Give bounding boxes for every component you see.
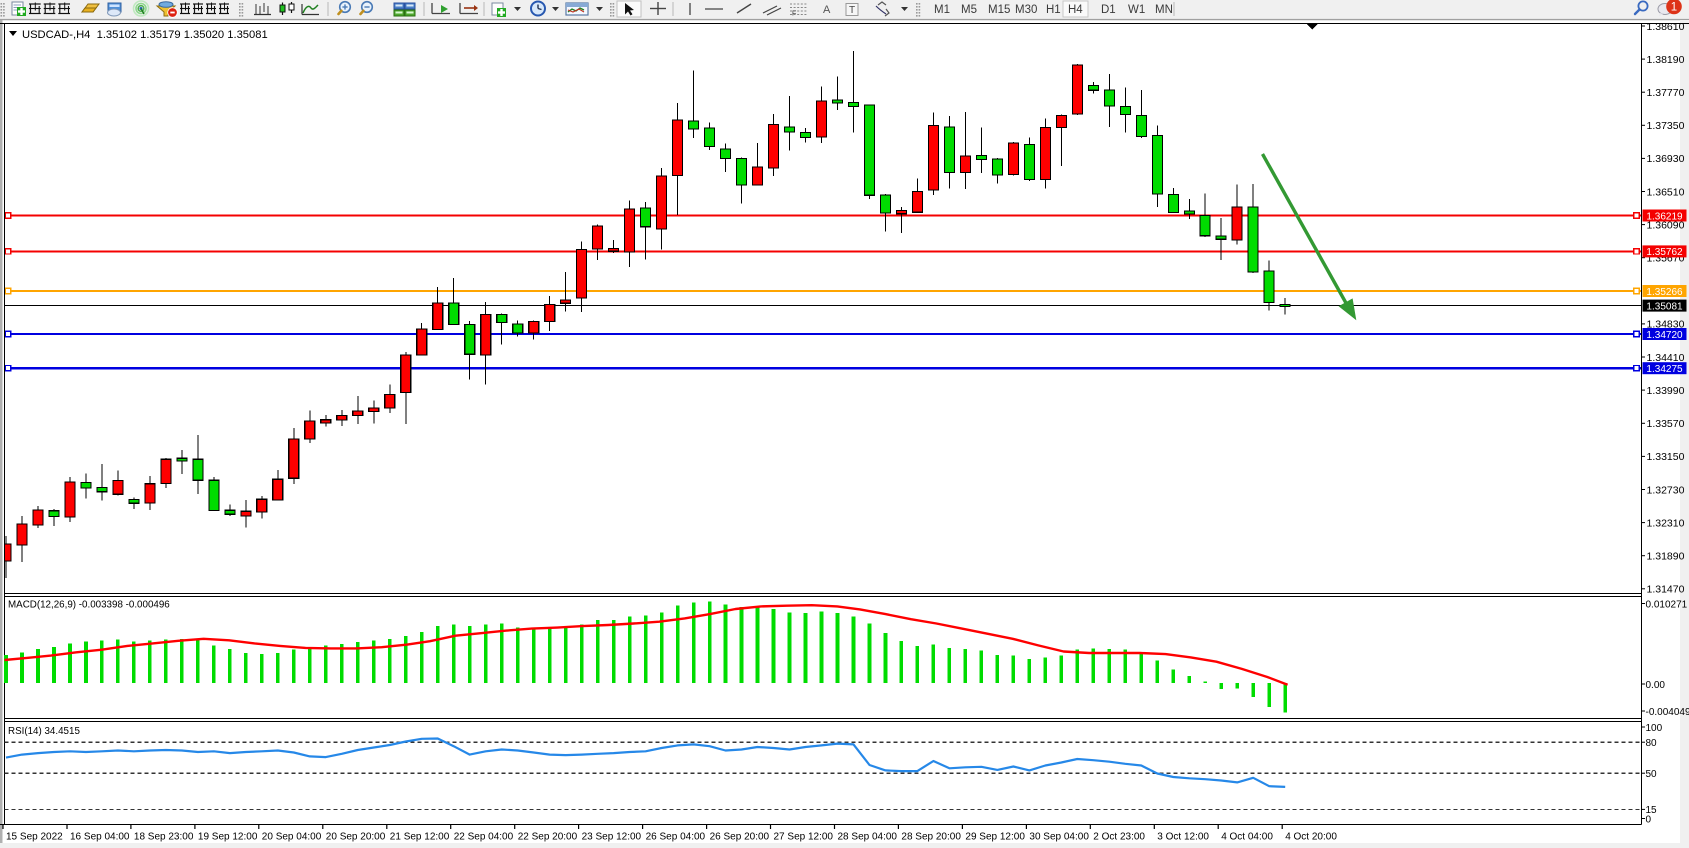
svg-text:T: T bbox=[849, 5, 855, 16]
svg-text:26 Sep 20:00: 26 Sep 20:00 bbox=[710, 831, 770, 842]
svg-text:28 Sep 04:00: 28 Sep 04:00 bbox=[838, 831, 898, 842]
svg-text:20 Sep 20:00: 20 Sep 20:00 bbox=[326, 831, 386, 842]
svg-text:19 Sep 12:00: 19 Sep 12:00 bbox=[198, 831, 258, 842]
svg-text:1.36930: 1.36930 bbox=[1647, 153, 1685, 165]
svg-text:1.37770: 1.37770 bbox=[1647, 87, 1685, 99]
svg-text:1.35266: 1.35266 bbox=[1646, 287, 1683, 298]
svg-text:A: A bbox=[823, 4, 831, 16]
svg-text:4 Oct 20:00: 4 Oct 20:00 bbox=[1285, 831, 1337, 842]
svg-text:W1: W1 bbox=[1128, 4, 1145, 16]
svg-text:1.34275: 1.34275 bbox=[1646, 364, 1683, 375]
svg-text:30 Sep 04:00: 30 Sep 04:00 bbox=[1029, 831, 1089, 842]
svg-text:0: 0 bbox=[1646, 814, 1652, 825]
svg-text:1.37350: 1.37350 bbox=[1647, 120, 1685, 132]
svg-text:-0.004049: -0.004049 bbox=[1646, 707, 1689, 718]
svg-text:MN: MN bbox=[1155, 4, 1173, 16]
svg-text:1.34410: 1.34410 bbox=[1647, 352, 1685, 364]
svg-text:0.00: 0.00 bbox=[1646, 680, 1666, 691]
svg-text:3 Oct 12:00: 3 Oct 12:00 bbox=[1157, 831, 1209, 842]
svg-text:18 Sep 23:00: 18 Sep 23:00 bbox=[134, 831, 194, 842]
svg-text:1.36219: 1.36219 bbox=[1646, 211, 1683, 222]
svg-text:H4: H4 bbox=[1068, 4, 1083, 16]
svg-text:H1: H1 bbox=[1046, 4, 1061, 16]
svg-text:15 Sep 2022: 15 Sep 2022 bbox=[6, 831, 63, 842]
svg-text:M1: M1 bbox=[934, 4, 950, 16]
svg-text:1.35081: 1.35081 bbox=[1646, 301, 1683, 312]
svg-text:20 Sep 04:00: 20 Sep 04:00 bbox=[262, 831, 322, 842]
svg-text:28 Sep 20:00: 28 Sep 20:00 bbox=[901, 831, 961, 842]
svg-text:1.32730: 1.32730 bbox=[1647, 484, 1685, 496]
svg-text:USDCAD-,H4 1.35102 1.35179 1.: USDCAD-,H4 1.35102 1.35179 1.35020 1.350… bbox=[22, 29, 268, 41]
svg-text:1.38610: 1.38610 bbox=[1647, 21, 1685, 33]
svg-text:22 Sep 20:00: 22 Sep 20:00 bbox=[518, 831, 578, 842]
svg-text:16 Sep 04:00: 16 Sep 04:00 bbox=[70, 831, 130, 842]
svg-text:2 Oct 23:00: 2 Oct 23:00 bbox=[1093, 831, 1145, 842]
svg-text:29 Sep 12:00: 29 Sep 12:00 bbox=[965, 831, 1025, 842]
svg-text:1.34720: 1.34720 bbox=[1646, 330, 1683, 341]
svg-text:D1: D1 bbox=[1101, 4, 1116, 16]
svg-text:1.32310: 1.32310 bbox=[1647, 517, 1685, 529]
svg-text:1.33990: 1.33990 bbox=[1647, 385, 1685, 397]
svg-text:1.35762: 1.35762 bbox=[1646, 247, 1683, 258]
svg-text:21 Sep 12:00: 21 Sep 12:00 bbox=[390, 831, 450, 842]
svg-text:1.31470: 1.31470 bbox=[1647, 584, 1685, 596]
svg-text:26 Sep 04:00: 26 Sep 04:00 bbox=[646, 831, 706, 842]
svg-text:1.36090: 1.36090 bbox=[1647, 219, 1685, 231]
svg-text:80: 80 bbox=[1646, 738, 1658, 749]
svg-text:1.36510: 1.36510 bbox=[1647, 186, 1685, 198]
svg-text:RSI(14) 34.4515: RSI(14) 34.4515 bbox=[8, 726, 80, 737]
svg-text:50: 50 bbox=[1646, 769, 1658, 780]
svg-text:MACD(12,26,9) -0.003398 -0.000: MACD(12,26,9) -0.003398 -0.000496 bbox=[8, 599, 170, 610]
svg-text:M15: M15 bbox=[988, 4, 1010, 16]
svg-text:1.34830: 1.34830 bbox=[1647, 319, 1685, 331]
svg-text:4 Oct 04:00: 4 Oct 04:00 bbox=[1221, 831, 1273, 842]
svg-text:M30: M30 bbox=[1015, 4, 1037, 16]
svg-text:1.33570: 1.33570 bbox=[1647, 418, 1685, 430]
svg-text:1.33150: 1.33150 bbox=[1647, 451, 1685, 463]
svg-text:1: 1 bbox=[1671, 2, 1677, 14]
svg-text:15: 15 bbox=[1646, 805, 1658, 816]
svg-text:23 Sep 12:00: 23 Sep 12:00 bbox=[582, 831, 642, 842]
svg-text:1.31890: 1.31890 bbox=[1647, 551, 1685, 563]
svg-text:F: F bbox=[792, 11, 796, 18]
svg-text:M5: M5 bbox=[961, 4, 977, 16]
svg-text:1.38190: 1.38190 bbox=[1647, 54, 1685, 66]
svg-text:27 Sep 12:00: 27 Sep 12:00 bbox=[774, 831, 834, 842]
svg-text:0.010271: 0.010271 bbox=[1646, 599, 1688, 610]
svg-text:22 Sep 04:00: 22 Sep 04:00 bbox=[454, 831, 514, 842]
svg-text:100: 100 bbox=[1646, 723, 1663, 734]
